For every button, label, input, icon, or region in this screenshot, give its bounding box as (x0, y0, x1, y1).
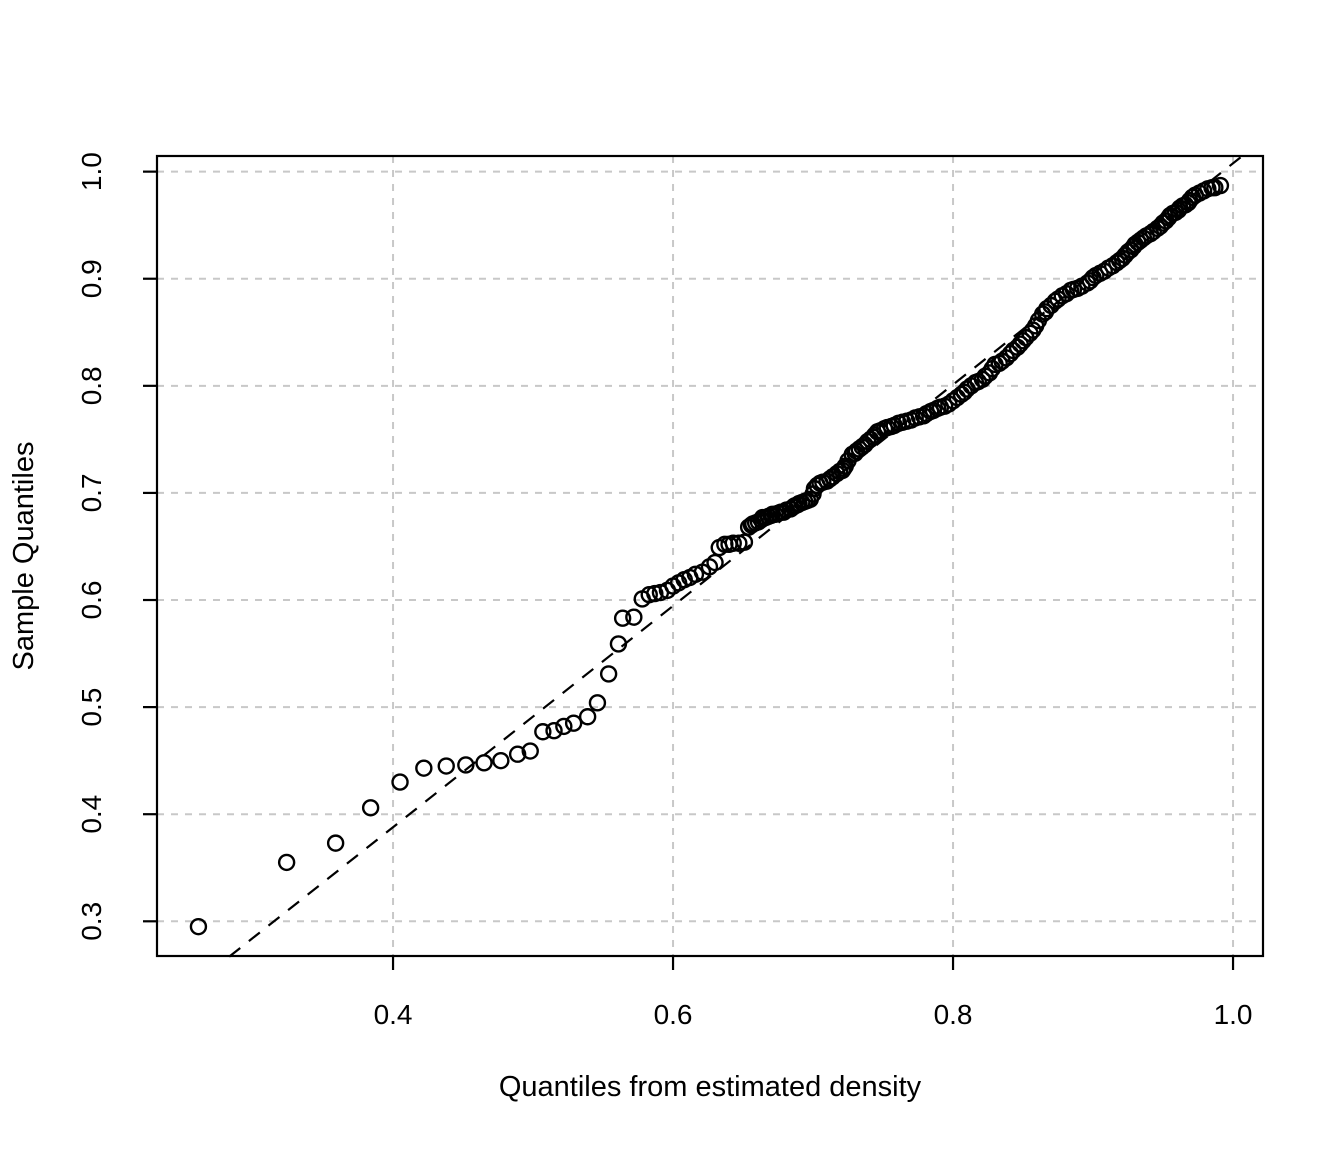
data-point (578, 708, 597, 726)
x-tick-label: 1.0 (1214, 999, 1253, 1030)
x-tick-label: 0.8 (934, 999, 973, 1030)
data-points (189, 176, 1230, 936)
y-tick-label: 0.9 (76, 259, 107, 298)
data-point (1211, 176, 1230, 195)
data-point (952, 385, 971, 404)
data-point (437, 757, 455, 775)
y-tick-label: 0.7 (76, 473, 107, 512)
y-axis-label: Sample Quantiles (8, 442, 40, 671)
data-point (724, 534, 742, 552)
y-axis-tick-labels: 0.3 0.4 0.5 0.6 0.7 0.8 0.9 1.0 (76, 152, 107, 941)
x-axis-ticks (391, 956, 1235, 970)
data-point (564, 714, 583, 732)
x-tick-label: 0.4 (374, 999, 413, 1030)
y-tick-label: 1.0 (76, 152, 107, 191)
data-point (545, 721, 563, 740)
y-tick-label: 0.8 (76, 366, 107, 405)
data-point (361, 799, 380, 817)
data-point (189, 917, 208, 936)
data-point (492, 751, 510, 770)
data-point (475, 754, 493, 772)
data-point (555, 717, 573, 736)
data-point (534, 723, 552, 741)
plot-border (155, 154, 1265, 958)
grid (157, 156, 1263, 956)
y-tick-label: 0.6 (76, 581, 107, 620)
y-tick-label: 0.3 (76, 902, 107, 941)
y-axis-ticks (143, 170, 157, 923)
data-point (326, 834, 345, 852)
x-tick-label: 0.6 (654, 999, 693, 1030)
data-point (521, 742, 539, 760)
y-tick-label: 0.5 (76, 688, 107, 727)
data-point (599, 665, 618, 683)
x-axis-label: Quantiles from estimated density (499, 1071, 922, 1103)
data-point (391, 773, 409, 791)
data-point (508, 745, 527, 763)
data-point (457, 756, 475, 774)
data-point (277, 853, 296, 872)
data-point (588, 694, 607, 712)
data-point (625, 608, 643, 626)
data-point (415, 759, 433, 777)
data-point (686, 565, 705, 584)
data-point (609, 635, 628, 653)
y-tick-label: 0.4 (76, 795, 107, 834)
x-axis-tick-labels: 0.4 0.6 0.8 1.0 (374, 999, 1253, 1030)
data-point (613, 609, 632, 627)
